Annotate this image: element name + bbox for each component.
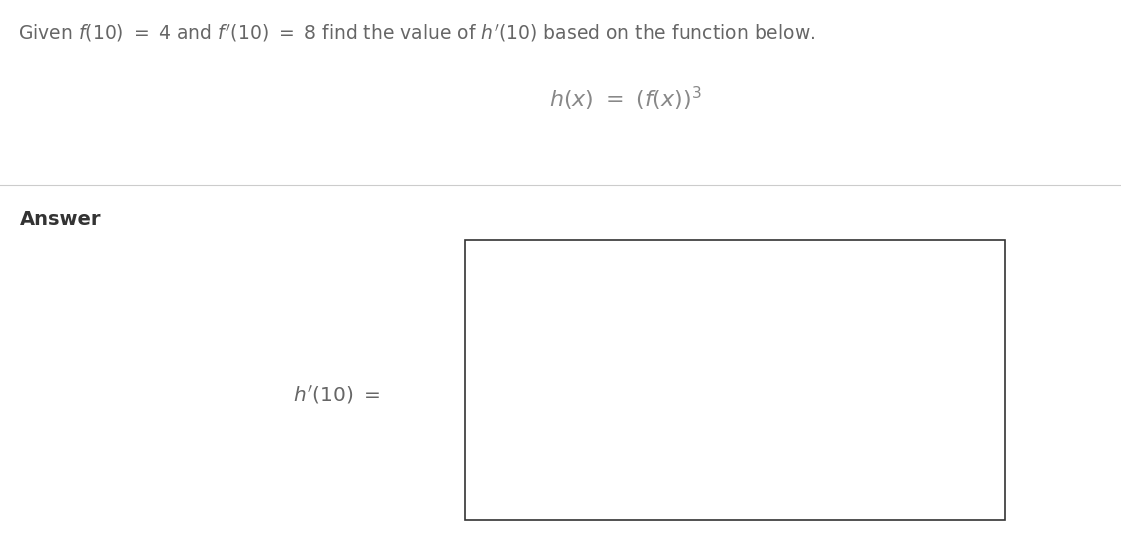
Text: $\mathit{h}(x)\ =\ (\mathit{f}(x))^3$: $\mathit{h}(x)\ =\ (\mathit{f}(x))^3$ bbox=[548, 85, 702, 113]
Text: Given $\mathit{f}(10)\ =\ 4$ and $\mathit{f}'(10)\ =\ 8$ find the value of $\mat: Given $\mathit{f}(10)\ =\ 4$ and $\mathi… bbox=[18, 22, 815, 44]
Text: $\mathit{h}'(10)\ =$: $\mathit{h}'(10)\ =$ bbox=[293, 384, 380, 406]
Bar bbox=[465, 240, 1006, 520]
Text: Answer: Answer bbox=[20, 210, 102, 229]
Text: $|$: $|$ bbox=[469, 384, 475, 406]
